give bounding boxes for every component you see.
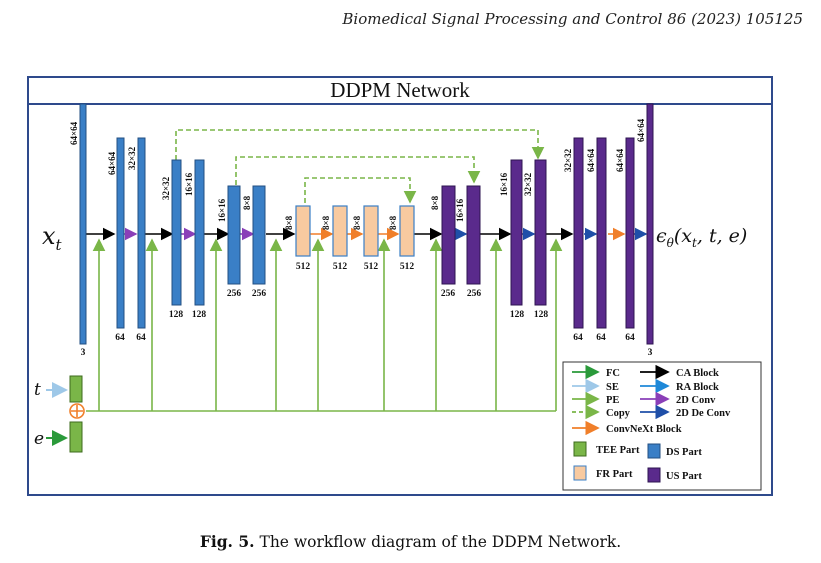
skip-connection-outer	[175, 129, 545, 160]
ds-block-256b	[252, 185, 266, 285]
res-label: 64×64	[586, 148, 596, 172]
legend-item: US Part	[666, 471, 702, 482]
channel-label: 128	[192, 310, 207, 320]
channel-label: 512	[400, 262, 415, 272]
channel-labels: 3 64 64 128 128 256 256 512 512 512 512 …	[81, 262, 653, 358]
us-block-64c	[625, 137, 635, 329]
channel-label: 256	[227, 289, 242, 299]
legend-item: TEE Part	[596, 445, 640, 456]
us-block-256a	[441, 185, 456, 285]
ds-block-128a	[171, 159, 182, 306]
skip-connections	[175, 129, 545, 204]
e-label: e	[34, 429, 44, 449]
res-label: 64×64	[69, 121, 79, 145]
tee-block-t	[69, 375, 83, 403]
res-label: 32×32	[563, 148, 573, 172]
res-label: 32×32	[127, 146, 137, 170]
us-block-128b	[534, 159, 547, 306]
channel-label: 512	[296, 262, 311, 272]
tee-part: t e	[34, 375, 85, 453]
fr-block-1	[295, 205, 311, 257]
channel-label: 64	[115, 333, 125, 343]
channel-label: 64	[625, 333, 635, 343]
ds-block-256a	[227, 185, 241, 285]
res-label: 64×64	[615, 148, 625, 172]
us-block-256b	[466, 185, 481, 285]
channel-label: 128	[534, 310, 549, 320]
channel-label: 256	[252, 289, 267, 299]
legend-item: FC	[606, 368, 620, 379]
fr-block-4	[399, 205, 415, 257]
plus-node-cross	[71, 405, 83, 417]
figure-title: DDPM Network	[29, 78, 771, 105]
ds-block-64b	[137, 137, 146, 329]
bottleneck-blocks	[295, 205, 415, 257]
legend-item: Copy	[606, 408, 631, 419]
res-label: 8×8	[284, 215, 294, 230]
skip-connection-inner	[304, 177, 417, 204]
legend: FC SE PE Copy CA Block RA Block 2D Conv …	[562, 361, 762, 491]
res-label: 16×16	[184, 172, 194, 196]
res-label: 8×8	[388, 215, 398, 230]
output-label: ϵθ(xt, t, e)	[656, 225, 747, 250]
legend-item: 2D De Conv	[676, 408, 731, 419]
skip-connection-middle	[235, 156, 481, 185]
res-label: 8×8	[242, 195, 252, 210]
legend-item: PE	[606, 395, 619, 406]
tee-block-e	[69, 421, 83, 453]
res-label: 32×32	[523, 172, 533, 196]
res-label: 16×16	[217, 198, 227, 222]
legend-item: RA Block	[676, 382, 719, 393]
channel-label: 64	[136, 333, 146, 343]
caption-label: Fig. 5.	[199, 532, 255, 551]
caption-text: The workflow diagram of the DDPM Network…	[259, 533, 622, 551]
bottleneck-res-labels: 8×8 8×8 8×8 8×8	[284, 215, 398, 230]
res-label: 16×16	[499, 172, 509, 196]
us-block-64a	[573, 137, 584, 329]
channel-label: 512	[333, 262, 348, 272]
legend-item: SE	[606, 382, 619, 393]
input-label: xt	[42, 222, 63, 254]
res-label: 16×16	[455, 198, 465, 222]
fr-block-3	[363, 205, 379, 257]
t-label: t	[34, 380, 41, 400]
decoder-blocks	[441, 103, 654, 345]
legend-item: CA Block	[676, 368, 719, 379]
figure-caption: Fig. 5. The workflow diagram of the DDPM…	[0, 532, 821, 551]
channel-label: 256	[441, 289, 456, 299]
legend-item: ConvNeXt Block	[606, 424, 682, 435]
res-label: 8×8	[352, 215, 362, 230]
decoder-res-labels: 8×8 16×16 16×16 32×32 32×32 64×64 64×64 …	[430, 118, 646, 222]
channel-label: 128	[169, 310, 184, 320]
legend-item: FR Part	[596, 469, 633, 480]
res-label: 64×64	[107, 151, 117, 175]
channel-label: 128	[510, 310, 525, 320]
legend-item: 2D Conv	[676, 395, 716, 406]
embedding-lines	[86, 238, 563, 412]
channel-label: 512	[364, 262, 379, 272]
encoder-blocks	[79, 103, 266, 345]
ds-block-input	[79, 103, 87, 345]
us-block-64b	[596, 137, 607, 329]
us-block-128a	[510, 159, 523, 306]
channel-label: 3	[81, 348, 86, 358]
ds-block-64a	[116, 137, 125, 329]
channel-label: 64	[573, 333, 583, 343]
channel-label: 64	[596, 333, 606, 343]
us-block-output	[646, 103, 654, 345]
res-label: 64×64	[636, 118, 646, 142]
res-label: 8×8	[321, 215, 331, 230]
channel-label: 256	[467, 289, 482, 299]
channel-label: 3	[648, 348, 653, 358]
encoder-res-labels: 64×64 64×64 32×32 32×32 16×16 16×16 8×8	[69, 121, 252, 222]
ds-block-128b	[194, 159, 205, 306]
fr-block-2	[332, 205, 348, 257]
res-label: 8×8	[430, 195, 440, 210]
journal-reference: Biomedical Signal Processing and Control…	[342, 10, 803, 28]
legend-item: DS Part	[666, 447, 702, 458]
res-label: 32×32	[161, 176, 171, 200]
